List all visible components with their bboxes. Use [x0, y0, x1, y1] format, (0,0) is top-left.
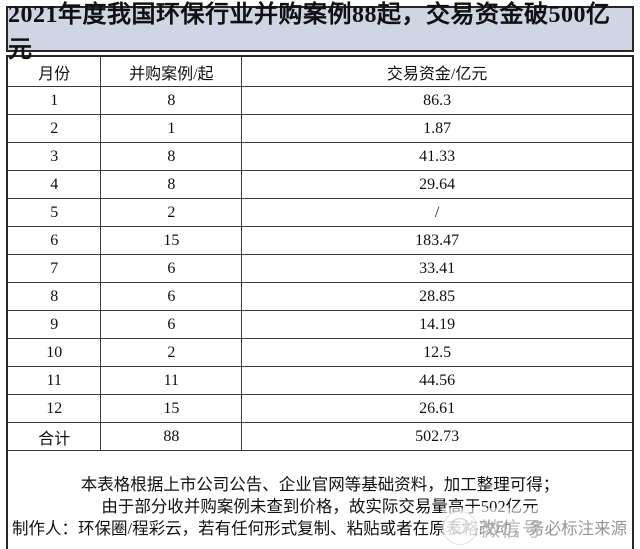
- amount-cell: /: [241, 198, 634, 227]
- table-row: 3 8 41.33: [6, 142, 634, 171]
- table-row: 7 6 33.41: [6, 254, 634, 283]
- amount-cell: 183.47: [241, 226, 634, 255]
- cases-cell: 6: [100, 310, 243, 339]
- table-row: 2 1 1.87: [6, 114, 634, 143]
- month-cell: 6: [6, 226, 102, 255]
- cases-cell: 15: [100, 226, 243, 255]
- note-line-3-text: 制作人：环保圈/程彩云，若有任何形式复制、粘贴或者在原表格改动，务必标注来源: [12, 518, 628, 538]
- month-cell: 3: [6, 142, 102, 171]
- cases-cell: 2: [100, 198, 243, 227]
- cases-cell: 15: [100, 394, 243, 423]
- month-cell: 2: [6, 114, 102, 143]
- amount-cell: 41.33: [241, 142, 634, 171]
- notes-cell: 本表格根据上市公司公告、企业官网等基础资料，加工整理可得； 由于部分收并购案例未…: [6, 450, 634, 549]
- amount-cell: 502.73: [241, 422, 634, 451]
- total-row: 合计 88 502.73: [6, 422, 634, 451]
- amount-cell: 29.64: [241, 170, 634, 199]
- page-title: 2021年度我国环保行业并购案例88起，交易资金破500亿元: [6, 2, 634, 63]
- table-row: 4 8 29.64: [6, 170, 634, 199]
- table-row: 1 8 86.3: [6, 86, 634, 115]
- table-footer: 本表格根据上市公司公告、企业官网等基础资料，加工整理可得； 由于部分收并购案例未…: [6, 450, 634, 549]
- table-row: 9 6 14.19: [6, 310, 634, 339]
- amount-cell: 28.85: [241, 282, 634, 311]
- cases-cell: 88: [100, 422, 243, 451]
- table-row: 12 15 26.61: [6, 394, 634, 423]
- month-cell: 合计: [6, 422, 102, 451]
- amount-cell: 33.41: [241, 254, 634, 283]
- note-line-2: 由于部分收并购案例未查到价格，故实际交易量高于502亿元: [101, 496, 539, 516]
- cases-cell: 8: [100, 86, 243, 115]
- notes-row: 本表格根据上市公司公告、企业官网等基础资料，加工整理可得； 由于部分收并购案例未…: [6, 450, 634, 549]
- cases-cell: 8: [100, 142, 243, 171]
- cases-cell: 1: [100, 114, 243, 143]
- amount-cell: 86.3: [241, 86, 634, 115]
- month-cell: 8: [6, 282, 102, 311]
- amount-cell: 12.5: [241, 338, 634, 367]
- table-row: 8 6 28.85: [6, 282, 634, 311]
- cases-cell: 6: [100, 254, 243, 283]
- table-row: 11 11 44.56: [6, 366, 634, 395]
- note-line-3: 制作人：环保圈/程彩云，若有任何形式复制、粘贴或者在原表格改动，务必标注来源: [8, 507, 632, 549]
- table-row: 6 15 183.47: [6, 226, 634, 255]
- amount-cell: 1.87: [241, 114, 634, 143]
- amount-cell: 26.61: [241, 394, 634, 423]
- month-cell: 4: [6, 170, 102, 199]
- column-header-month: 月份: [6, 55, 102, 87]
- amount-cell: 44.56: [241, 366, 634, 395]
- month-cell: 12: [6, 394, 102, 423]
- amount-cell: 14.19: [241, 310, 634, 339]
- notes-block: 本表格根据上市公司公告、企业官网等基础资料，加工整理可得； 由于部分收并购案例未…: [8, 468, 632, 549]
- table-row: 5 2/: [6, 198, 634, 227]
- cases-cell: 11: [100, 366, 243, 395]
- month-cell: 5: [6, 198, 102, 227]
- cases-cell: 6: [100, 282, 243, 311]
- month-cell: 1: [6, 86, 102, 115]
- column-header-cases: 并购案例/起: [100, 55, 243, 87]
- cases-cell: 8: [100, 170, 243, 199]
- mna-data-table: 月份 并购案例/起 交易资金/亿元 1 8 86.3 2 1 1.87 3 8 41.33 4 8 2…: [6, 55, 634, 549]
- note-line-1: 本表格根据上市公司公告、企业官网等基础资料，加工整理可得；: [80, 474, 560, 494]
- month-cell: 9: [6, 310, 102, 339]
- table-row: 10 2 12.5: [6, 338, 634, 367]
- month-cell: 10: [6, 338, 102, 367]
- month-cell: 7: [6, 254, 102, 283]
- table-body: 1 8 86.3 2 1 1.87 3 8 41.33 4 8 29.64 5 2/6 15 183.47 7 6…: [6, 86, 634, 451]
- cases-cell: 2: [100, 338, 243, 367]
- month-cell: 11: [6, 366, 102, 395]
